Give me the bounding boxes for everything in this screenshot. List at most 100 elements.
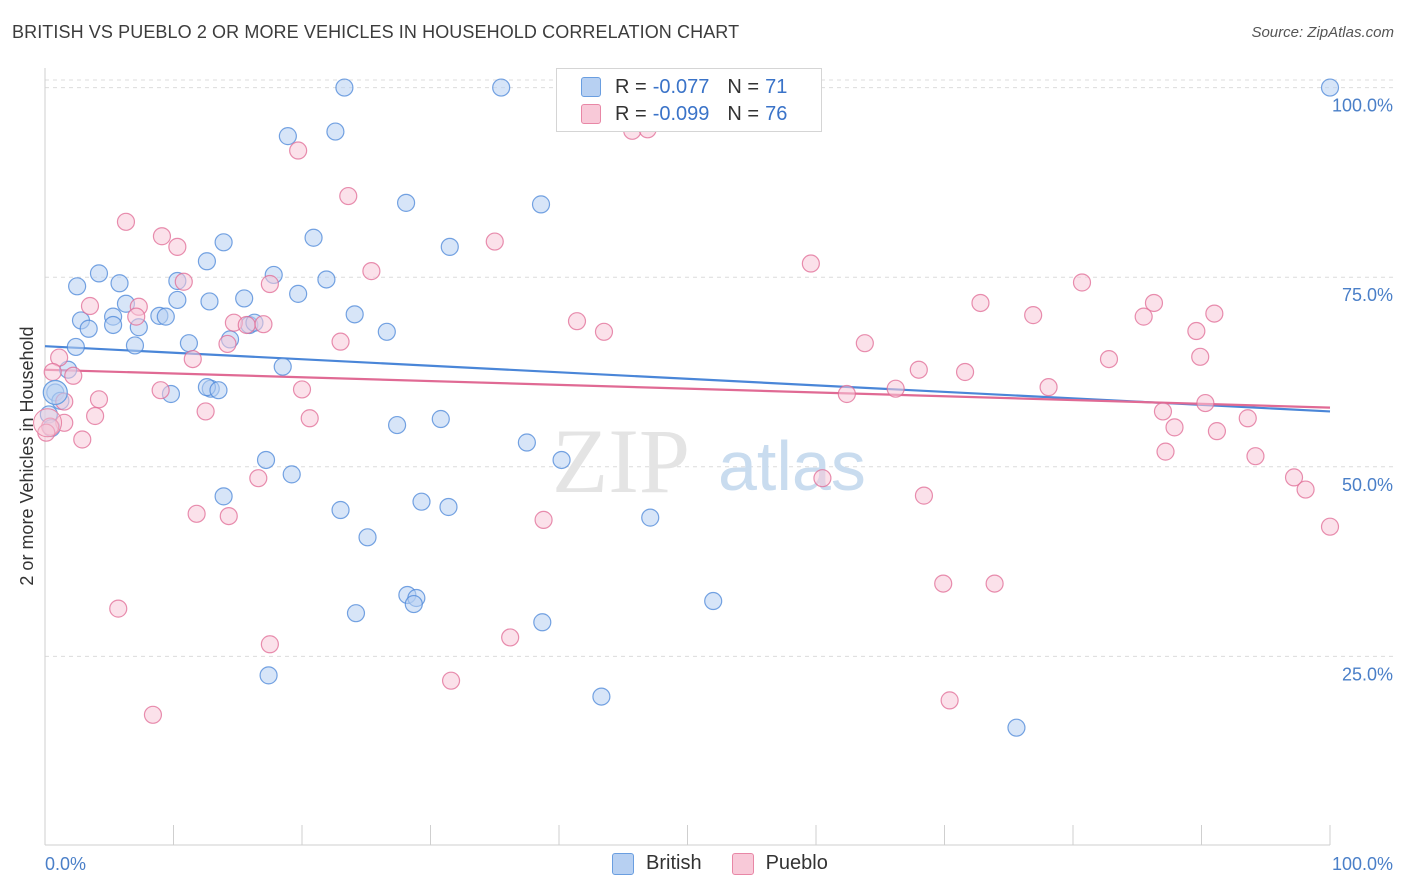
n-value: 76 (765, 102, 788, 125)
british-point (304, 228, 323, 247)
x-tick-label-left: 0.0% (45, 854, 86, 874)
british-point (200, 292, 219, 311)
chart-title: BRITISH VS PUEBLO 2 OR MORE VEHICLES IN … (12, 22, 740, 42)
british-point (66, 337, 85, 357)
r-label: R = (615, 75, 647, 98)
pueblo-point (73, 430, 92, 449)
british-point (335, 78, 354, 97)
pueblo-point (955, 362, 975, 382)
pueblo-swatch (581, 104, 601, 124)
pueblo-point (152, 227, 172, 246)
pueblo-point (1191, 347, 1210, 366)
british-point (156, 307, 175, 326)
y-tick-label: 100.0% (1332, 96, 1393, 116)
r-label: R = (615, 102, 647, 125)
watermark-atlas: atlas (718, 427, 866, 505)
pueblo-point (292, 380, 312, 399)
pueblo-point (971, 293, 990, 313)
pueblo-point (116, 212, 136, 231)
r-value: -0.077 (652, 75, 710, 98)
pueblo-point (940, 691, 959, 710)
british-cluster-point (42, 379, 68, 406)
y-tick-label: 25.0% (1342, 664, 1393, 684)
pueblo-point (914, 486, 934, 505)
british-point (641, 508, 660, 527)
gridlines (45, 79, 1395, 657)
pueblo-point (43, 362, 62, 382)
pueblo-point (837, 384, 856, 404)
pueblo-point (109, 599, 128, 618)
tick-labels: 25.0% 50.0% 75.0% 100.0% 0.0% 100.0% (45, 96, 1393, 874)
n-label: N = (727, 102, 760, 125)
pueblo-swatch (731, 852, 754, 875)
pueblo-point (1144, 293, 1164, 313)
pueblo-point (218, 334, 237, 354)
british-point (704, 591, 723, 611)
british-point (214, 487, 233, 506)
british-point (358, 528, 377, 547)
british-point (345, 305, 364, 324)
pueblo-point (183, 349, 202, 369)
pueblo-point (1205, 304, 1224, 323)
pueblo-point (143, 705, 163, 724)
british-point (592, 687, 611, 706)
pueblo-point (534, 510, 553, 529)
pueblo-point (1246, 447, 1265, 466)
pueblo-trend-line (44, 368, 1331, 409)
pueblo-point (855, 334, 874, 353)
british-point (278, 127, 297, 146)
series-legend: British Pueblo (612, 852, 858, 875)
pueblo-point (485, 232, 504, 251)
pueblo-point (1099, 349, 1119, 369)
british-point (209, 381, 228, 400)
pueblo-point (151, 381, 170, 400)
british-swatch (612, 852, 634, 875)
british-point (331, 500, 350, 520)
british-point (377, 322, 396, 341)
british-point (439, 497, 458, 517)
pueblo-point (1207, 422, 1227, 441)
british-point (68, 277, 87, 296)
british-point (104, 315, 123, 335)
british-point (317, 270, 336, 289)
pueblo-point (362, 262, 381, 281)
legend-item-british: British (612, 852, 702, 875)
pueblo-point (64, 366, 83, 385)
british-label: British (646, 852, 702, 874)
british-point (431, 409, 450, 429)
pueblo-point (187, 504, 206, 523)
pueblo-point (1187, 321, 1206, 341)
pueblo-point (254, 315, 273, 334)
british-point (396, 193, 416, 212)
trend-lines (44, 345, 1331, 413)
british-point (214, 233, 233, 252)
legend-row-british: R = -0.077 N = 71 (581, 74, 787, 100)
british-point (235, 289, 254, 308)
pueblo-point (1238, 409, 1257, 428)
pueblo-point (237, 315, 256, 335)
british-point (168, 290, 187, 310)
british-point (1320, 78, 1340, 97)
pueblo-point (260, 635, 279, 654)
data-points (33, 78, 1340, 737)
pueblo-point (985, 574, 1004, 593)
pueblo-point (1072, 273, 1092, 292)
series-british (39, 78, 1340, 737)
british-point (125, 336, 145, 355)
pueblo-point (934, 574, 953, 593)
n-value: 71 (765, 75, 788, 98)
pueblo-point (813, 469, 832, 488)
pueblo-point (1320, 517, 1340, 536)
series-pueblo (37, 120, 1340, 724)
legend-row-pueblo: R = -0.099 N = 76 (581, 101, 787, 127)
british-point (387, 415, 407, 435)
pueblo-point (249, 469, 268, 488)
pueblo-point (501, 628, 520, 647)
british-point (259, 666, 278, 685)
british-point (1007, 718, 1026, 737)
pueblo-point (300, 409, 319, 428)
x-tick-label-right: 100.0% (1332, 854, 1393, 874)
pueblo-label: Pueblo (765, 852, 828, 874)
british-point (552, 450, 571, 470)
pueblo-point (339, 186, 358, 206)
